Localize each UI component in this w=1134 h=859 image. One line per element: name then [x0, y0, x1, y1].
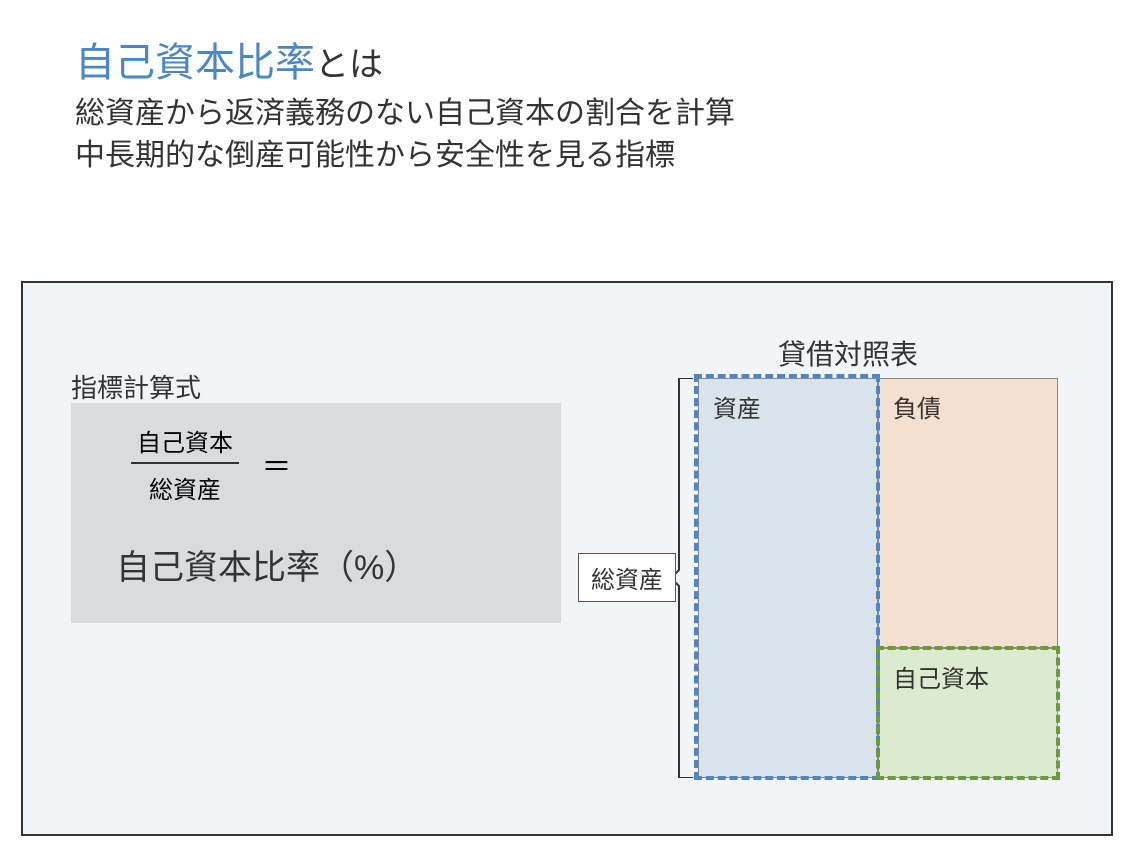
title-suffix: とは	[315, 46, 383, 84]
subtitle-line1: 総資産から返済義務のない自己資本の割合を計算	[75, 93, 1134, 135]
title-row: 自己資本比率とは	[0, 0, 1134, 88]
fraction-row: 自己資本 総資産 ＝	[96, 423, 536, 505]
diagram-box: 指標計算式 自己資本 総資産 ＝ 自己資本比率（%） 貸借対照表 総資産 資産 …	[21, 281, 1113, 836]
fraction-denominator: 総資産	[131, 464, 239, 505]
bs-equity-label: 自己資本	[879, 649, 1057, 694]
equals-sign: ＝	[261, 442, 291, 486]
title-main: 自己資本比率	[75, 41, 315, 85]
bs-liabilities-label: 負債	[879, 379, 1057, 424]
fraction: 自己資本 総資産	[131, 423, 239, 505]
formula-block: 自己資本 総資産 ＝ 自己資本比率（%）	[71, 403, 561, 623]
formula-result: 自己資本比率（%）	[116, 540, 536, 589]
subtitle: 総資産から返済義務のない自己資本の割合を計算 中長期的な倒産可能性から安全性を見…	[0, 88, 1134, 177]
balance-sheet-title: 貸借対照表	[778, 333, 918, 373]
bs-assets-label: 資産	[699, 379, 877, 424]
bs-assets-cell: 資産	[698, 378, 878, 778]
bs-liabilities-cell: 負債	[878, 378, 1058, 648]
fraction-numerator: 自己資本	[131, 423, 239, 464]
total-assets-label: 総資産	[578, 553, 676, 602]
balance-sheet-chart: 資産 負債 自己資本	[698, 378, 1058, 778]
bs-equity-cell: 自己資本	[878, 648, 1058, 778]
formula-label: 指標計算式	[71, 368, 201, 405]
subtitle-line2: 中長期的な倒産可能性から安全性を見る指標	[75, 135, 1134, 177]
